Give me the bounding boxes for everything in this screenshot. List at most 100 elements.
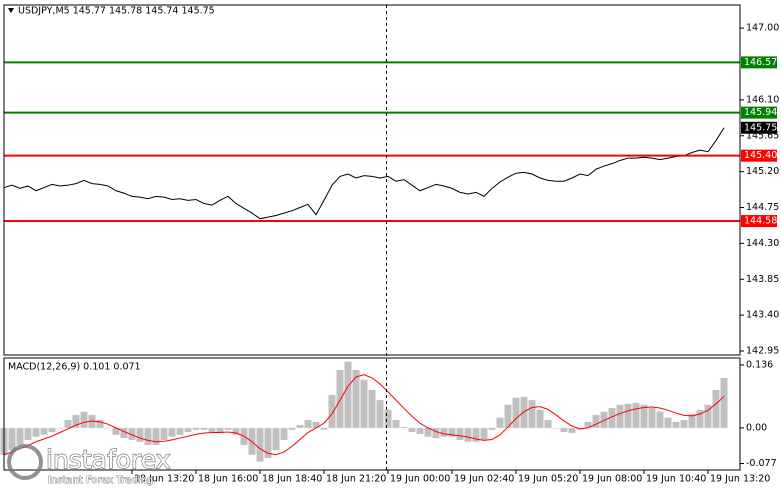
level-tag [741, 149, 777, 162]
macd-bar [520, 396, 528, 428]
macd-bar [600, 411, 608, 428]
y-tick-label: 0.136 [746, 359, 773, 370]
macd-bar [272, 427, 280, 451]
macd-bar [264, 427, 272, 458]
level-label: 144.58 [744, 216, 777, 227]
macd-bar [136, 427, 144, 442]
x-tick-label: 18 Jun 13:20 [134, 474, 194, 485]
macd-bar [440, 427, 448, 437]
macd-bar [96, 420, 104, 428]
macd-panel: 0.136 0.00 -0.077 18 Jun 13:20 18 Jun 16:00 1… [0, 359, 777, 485]
signal-line [3, 374, 725, 456]
macd-bar [344, 361, 352, 428]
level-label: 145.40 [744, 150, 777, 161]
macd-bar [176, 427, 184, 435]
macd-bar [368, 389, 376, 428]
macd-bar [416, 427, 424, 434]
macd-bar [56, 427, 64, 429]
macd-bar [112, 427, 120, 435]
macd-bar [336, 370, 344, 428]
macd-bar [480, 427, 488, 440]
y-tick-label: 142.95 [746, 346, 779, 357]
macd-bar [200, 427, 208, 430]
x-tick-label: 18 Jun 21:20 [326, 474, 386, 485]
macd-bar [152, 427, 160, 446]
macd-bar [488, 427, 496, 430]
macd-bar [656, 411, 664, 428]
logo-tagline: Instant Forex Trading [48, 475, 153, 486]
macd-bar [232, 427, 240, 435]
x-tick-label: 19 Jun 02:40 [454, 474, 514, 485]
price-line [3, 127, 725, 220]
macd-bar [24, 427, 32, 440]
logo-icon [7, 444, 43, 480]
macd-bar [192, 427, 200, 430]
macd-bar [544, 420, 552, 428]
macd-bar [616, 404, 624, 428]
macd-bar [464, 427, 472, 442]
macd-bar [392, 420, 400, 428]
macd-bar [120, 427, 128, 439]
macd-bar [560, 427, 568, 433]
y-tick-label: 143.85 [746, 274, 779, 285]
price-frame [3, 4, 741, 356]
last-price-tag [741, 121, 777, 134]
x-tick-label: 19 Jun 13:20 [710, 474, 770, 485]
y-tick-label: 146.10 [746, 94, 779, 105]
macd-bar [640, 404, 648, 428]
y-tick-label: 143.40 [746, 310, 779, 321]
chart-title: USDJPY,M5 145.77 145.78 145.74 145.75 [18, 6, 215, 17]
level-label: 145.94 [744, 107, 777, 118]
macd-bar [360, 379, 368, 428]
y-tick-label: 145.65 [746, 130, 779, 141]
macd-bar [512, 397, 520, 428]
macd-bar [168, 427, 176, 437]
y-tick-label: 144.30 [746, 238, 779, 249]
macd-bar [80, 411, 88, 428]
macd-bar [400, 426, 408, 428]
macd-bar [328, 395, 336, 428]
macd-bar [608, 407, 616, 428]
macd-bar [16, 427, 24, 446]
macd-bar [552, 427, 560, 429]
macd-bar [72, 414, 80, 428]
macd-bar [128, 427, 136, 440]
y-tick-label: 145.20 [746, 166, 779, 177]
macd-bar [208, 427, 216, 433]
macd-bar [704, 404, 712, 428]
macd-bar [64, 420, 72, 428]
y-tick-label: -0.077 [746, 458, 777, 469]
x-tick-label: 19 Jun 08:00 [582, 474, 642, 485]
macd-bar [680, 420, 688, 428]
macd-bar [720, 377, 728, 428]
x-tick-label: 19 Jun 00:00 [390, 474, 450, 485]
macd-bar [376, 400, 384, 428]
last-price-label: 145.75 [744, 122, 777, 133]
macd-bar [40, 427, 48, 435]
macd-bar [504, 404, 512, 428]
macd-bar [472, 427, 480, 442]
macd-bar [48, 427, 56, 433]
macd-bar [496, 417, 504, 428]
level-tag [741, 106, 777, 119]
macd-bar [648, 407, 656, 428]
macd-bar [384, 409, 392, 428]
macd-bar [184, 427, 192, 433]
macd-bar [256, 427, 264, 462]
level-tag [741, 215, 777, 228]
macd-bar [144, 427, 152, 446]
macd-bar [304, 420, 312, 428]
macd-bar [536, 409, 544, 428]
macd-bar [320, 427, 328, 430]
macd-bar [568, 427, 576, 433]
macd-bar [528, 400, 536, 428]
macd-bar [8, 427, 16, 451]
macd-bar [592, 414, 600, 428]
level-label: 146.57 [744, 57, 777, 68]
macd-bar [696, 409, 704, 428]
macd-title: MACD(12,26,9) 0.101 0.071 [8, 362, 141, 373]
macd-bar [280, 427, 288, 440]
macd-bar [584, 421, 592, 428]
macd-bar [288, 427, 296, 430]
